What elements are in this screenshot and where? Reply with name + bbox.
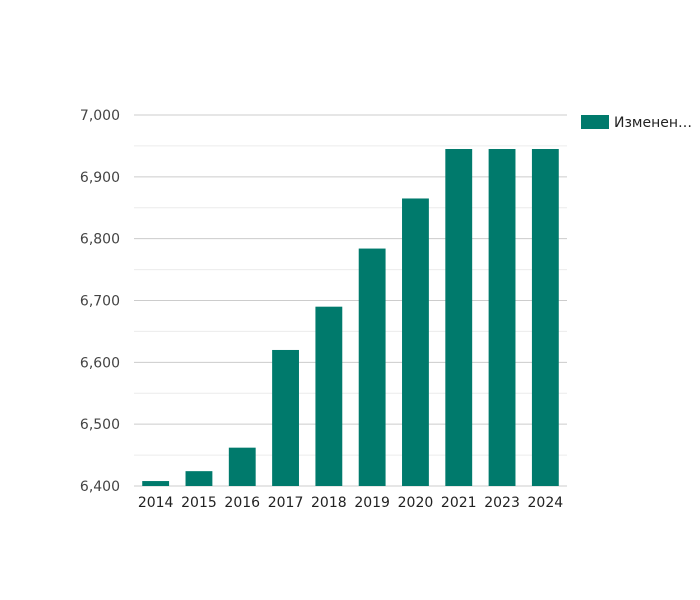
x-tick-label: 2023 [484, 495, 520, 511]
x-tick-label: 2018 [311, 495, 347, 511]
bar [142, 481, 170, 486]
x-tick-label: 2014 [138, 495, 174, 511]
x-tick-label: 2020 [398, 495, 434, 511]
bar [272, 349, 299, 486]
y-tick-label: 6,400 [80, 479, 120, 495]
y-tick-label: 7,000 [80, 108, 120, 124]
legend[interactable]: Изменен… [581, 115, 692, 131]
x-axis: 2014 2015 2016 2017 2018 2019 2020 2021 2023 2024 [138, 495, 563, 511]
x-tick-label: 2016 [224, 495, 260, 511]
y-tick-label: 6,600 [80, 355, 120, 371]
bar [315, 306, 343, 486]
legend-label: Изменен… [614, 115, 692, 131]
y-tick-label: 6,800 [80, 232, 120, 248]
bar [358, 248, 386, 486]
y-tick-label: 6,700 [80, 294, 120, 310]
y-axis: 6,400 6,500 6,600 6,700 6,800 6,900 7,000 [80, 108, 120, 495]
x-tick-label: 2021 [441, 495, 477, 511]
x-tick-label: 2024 [528, 495, 564, 511]
x-tick-label: 2017 [268, 495, 304, 511]
y-tick-label: 6,900 [80, 170, 120, 186]
bar [402, 198, 429, 486]
x-tick-label: 2015 [181, 495, 217, 511]
bar-series [142, 149, 559, 486]
bar [488, 149, 516, 486]
bar [185, 471, 213, 486]
x-tick-label: 2019 [354, 495, 390, 511]
legend-swatch [581, 115, 609, 129]
bar [228, 447, 256, 486]
y-tick-label: 6,500 [80, 417, 120, 433]
bar [531, 149, 559, 486]
bar [445, 149, 473, 486]
